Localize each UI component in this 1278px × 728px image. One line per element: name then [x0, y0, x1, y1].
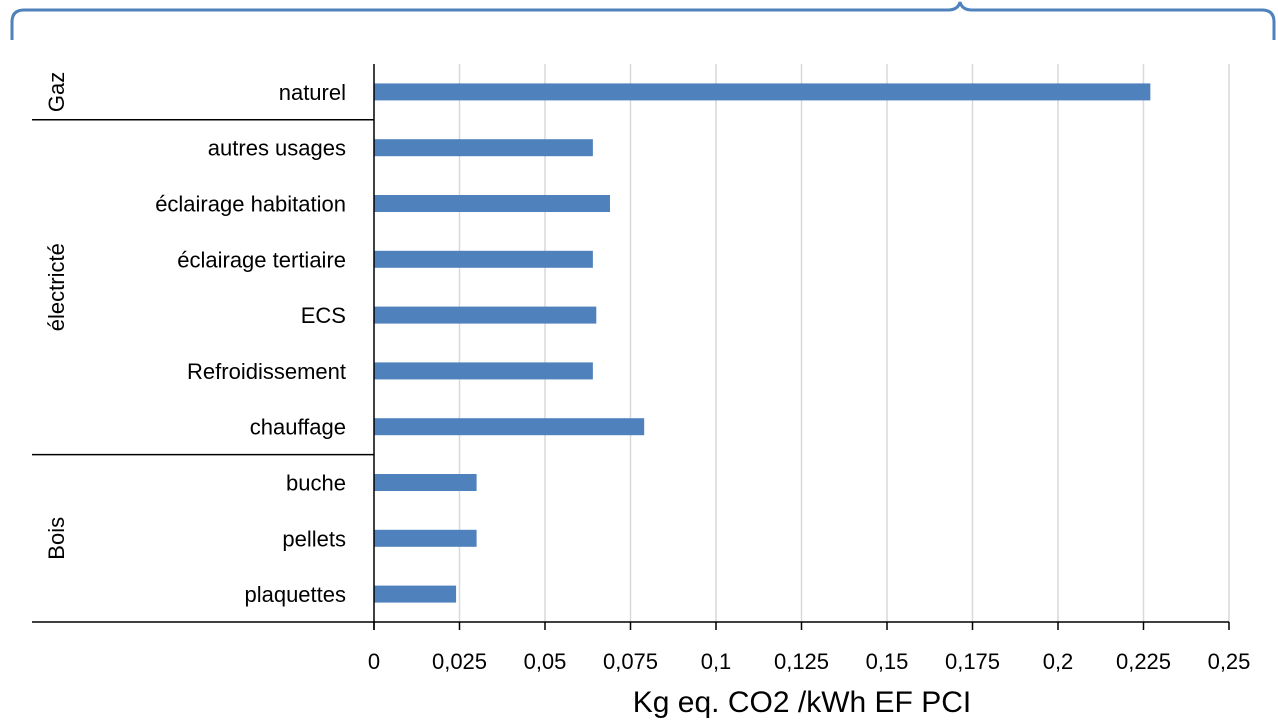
category-label: ECS: [301, 303, 346, 328]
x-tick-label: 0,15: [866, 649, 909, 674]
category-label: plaquettes: [244, 582, 346, 607]
bars: [374, 83, 1151, 603]
x-tick-label: 0,25: [1208, 649, 1251, 674]
x-tick-label: 0,05: [524, 649, 567, 674]
bar: [374, 418, 645, 436]
bar: [374, 306, 597, 324]
group-label: Gaz: [44, 72, 69, 112]
category-label: naturel: [279, 80, 346, 105]
gridlines: [458, 64, 1230, 622]
x-tick-label: 0,1: [701, 649, 732, 674]
group-labels: Gaz électricté Bois: [44, 72, 69, 560]
x-axis-title: Kg eq. CO2 /kWh EF PCI: [633, 686, 971, 719]
category-label: éclairage habitation: [155, 192, 346, 217]
category-label: Refroidissement: [187, 359, 346, 384]
category-label: chauffage: [250, 415, 346, 440]
x-tick-label: 0,075: [603, 649, 658, 674]
bar: [374, 529, 477, 547]
bar: [374, 362, 593, 380]
bar: [374, 139, 593, 157]
category-label: éclairage tertiaire: [177, 247, 346, 272]
x-tick-label: 0,2: [1043, 649, 1074, 674]
axes: [32, 64, 1230, 630]
x-tick-label: 0,025: [432, 649, 487, 674]
x-tick-label: 0,125: [774, 649, 829, 674]
bar: [374, 585, 457, 603]
category-labels: naturel autres usages éclairage habitation…: [155, 80, 346, 607]
x-tick-label: 0,225: [1116, 649, 1171, 674]
bar: [374, 474, 477, 491]
bar: [374, 195, 610, 212]
category-label: autres usages: [208, 136, 346, 161]
bar: [374, 83, 1151, 101]
group-label: électricté: [44, 243, 69, 331]
x-tick-label: 0: [368, 649, 380, 674]
category-label: buche: [286, 471, 346, 496]
bar: [374, 250, 593, 268]
brace-decoration: [10, 1, 1276, 40]
x-tick-label: 0,175: [945, 649, 1000, 674]
category-label: pellets: [282, 526, 346, 551]
x-tick-labels: 0 0,025 0,05 0,075 0,1 0,125 0,15 0,175 0,2 0,225…: [368, 649, 1251, 674]
group-label: Bois: [44, 517, 69, 560]
